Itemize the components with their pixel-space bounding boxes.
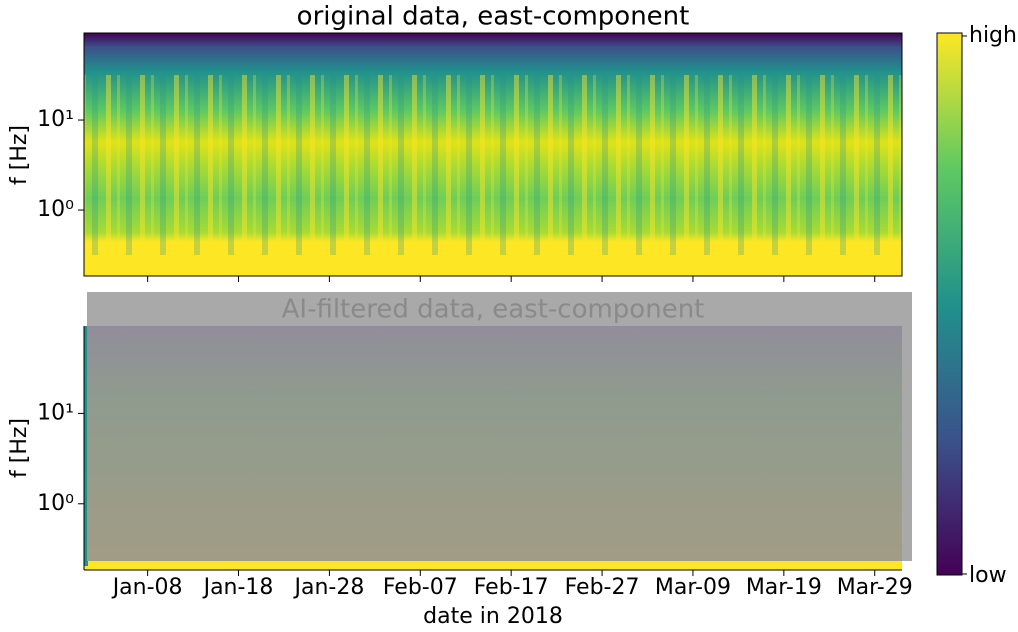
- x-tick-label: Jan-08: [111, 575, 183, 600]
- colorbar-label: low: [969, 563, 1007, 588]
- y-tick-label: 10¹: [37, 107, 74, 132]
- heatmap-texture: [84, 75, 902, 255]
- x-tick-label: Feb-27: [565, 575, 640, 600]
- y-tick-label: 10¹: [37, 400, 74, 425]
- chart-title: original data, east-component: [297, 2, 690, 32]
- x-tick-label: Mar-29: [837, 575, 913, 600]
- x-tick-label: Mar-19: [746, 575, 822, 600]
- page: {"chart_data": [ {"type": "heatmap", "ti…: [0, 0, 1018, 632]
- colorbar: [937, 33, 962, 575]
- x-axis-label: date in 2018: [423, 604, 563, 629]
- x-tick-label: Jan-28: [292, 575, 364, 600]
- overlay-heatmap: [87, 326, 902, 561]
- x-tick-label: Feb-07: [383, 575, 458, 600]
- y-axis-label: f [Hz]: [7, 418, 32, 478]
- x-tick-label: Jan-18: [202, 575, 274, 600]
- chart-title: AI-filtered data, east-component: [282, 295, 705, 325]
- x-tick-label: Mar-09: [655, 575, 731, 600]
- y-tick-label: 10⁰: [37, 197, 74, 222]
- x-tick-label: Feb-17: [474, 575, 549, 600]
- chart: high low original data, east-component A…: [0, 0, 1018, 632]
- y-axis-label: f [Hz]: [7, 125, 32, 185]
- y-tick-label: 10⁰: [37, 491, 74, 516]
- colorbar-label: high: [969, 23, 1017, 48]
